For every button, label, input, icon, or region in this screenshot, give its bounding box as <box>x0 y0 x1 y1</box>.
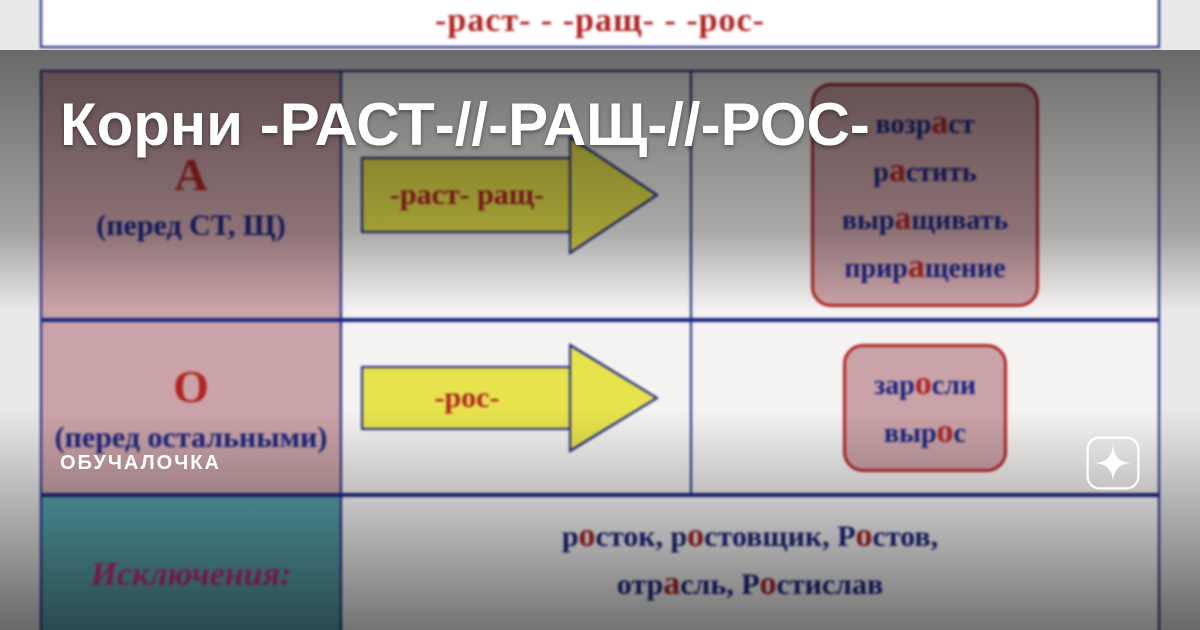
example-word: заросли <box>874 365 976 403</box>
arrow-cell-o: -рос- <box>342 322 692 493</box>
rule-row-o: О (перед остальными) -рос- заросли вырос <box>40 320 1160 495</box>
rule-condition-a: (перед СТ, Щ) <box>96 209 285 243</box>
rule-vowel-a: А <box>174 148 207 201</box>
examples-cell-o: заросли вырос <box>692 322 1158 493</box>
exceptions-row: Исключения: росток, ростовщик, Ростов, о… <box>40 495 1160 630</box>
examples-box-a: возраст растить выращивать приращение <box>811 83 1039 307</box>
rule-vowel-o: О <box>173 360 209 413</box>
infographic-header: -раст- - -ращ- - -рос- <box>40 0 1160 48</box>
infographic: -раст- - -ращ- - -рос- А (перед СТ, Щ) -… <box>0 0 1200 630</box>
arrow-shape-o: -рос- <box>361 348 671 468</box>
example-word: приращение <box>844 248 1005 286</box>
exceptions-label-cell: Исключения: <box>42 497 342 630</box>
rule-condition-o: (перед остальными) <box>55 421 328 455</box>
rule-cell-a: А (перед СТ, Щ) <box>42 72 342 318</box>
exceptions-examples-cell: росток, ростовщик, Ростов, отрасль, Рост… <box>342 497 1158 630</box>
example-word: выращивать <box>842 200 1008 238</box>
examples-box-o: заросли вырос <box>843 344 1007 472</box>
example-word: вырос <box>884 413 966 451</box>
header-text: -раст- - -ращ- - -рос- <box>435 2 765 40</box>
example-word: возраст <box>876 104 975 142</box>
rule-cell-o: О (перед остальными) <box>42 322 342 493</box>
example-word: растить <box>873 152 976 190</box>
arrow-label-a: -раст- ращ- <box>390 178 544 212</box>
exceptions-line: отрасль, Ростислав <box>617 565 883 603</box>
rule-row-a: А (перед СТ, Щ) -раст- ращ- возраст раст… <box>40 70 1160 320</box>
arrow-shape-a: -раст- ращ- <box>361 135 671 255</box>
arrow-label-o: -рос- <box>435 381 500 415</box>
exceptions-label: Исключения: <box>91 556 292 594</box>
stage: -раст- - -ращ- - -рос- А (перед СТ, Щ) -… <box>0 0 1200 630</box>
examples-cell-a: возраст растить выращивать приращение <box>692 72 1158 318</box>
exceptions-line: росток, ростовщик, Ростов, <box>562 517 938 555</box>
arrow-cell-a: -раст- ращ- <box>342 72 692 318</box>
